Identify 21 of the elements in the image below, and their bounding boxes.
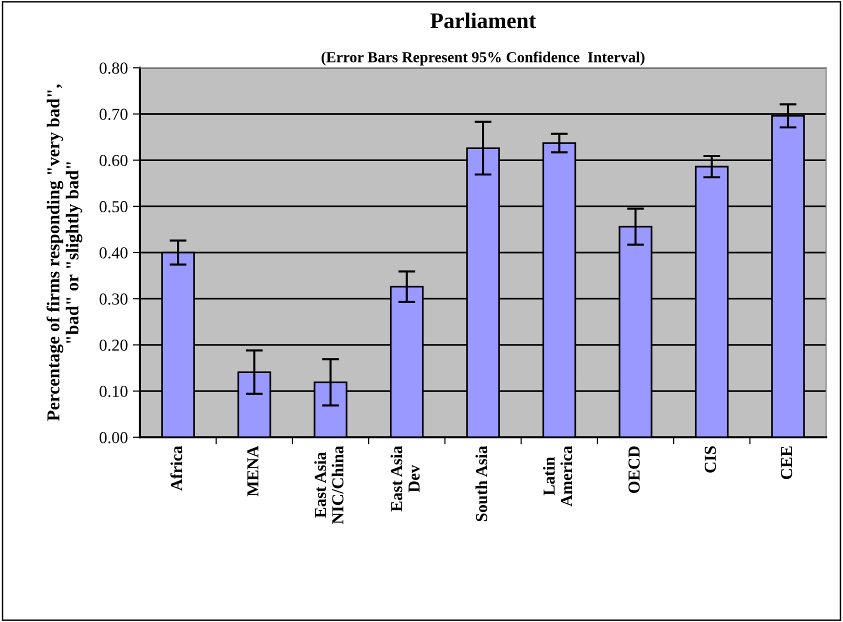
y-tick-label: 0.40 bbox=[100, 247, 128, 259]
x-tick-label: South Asia bbox=[475, 446, 488, 522]
x-tick-label: CIS bbox=[704, 446, 716, 473]
y-tick-label: 0.00 bbox=[100, 432, 128, 444]
y-tick-label: 0.50 bbox=[100, 201, 128, 212]
y-tick-label: 0.60 bbox=[100, 154, 128, 166]
chart-title: Parliament bbox=[430, 12, 536, 28]
y-tick-label: 0.80 bbox=[100, 62, 128, 74]
y-tick-label: 0.30 bbox=[100, 293, 128, 305]
x-tick-label: Latin America bbox=[543, 446, 572, 507]
y-tick-label: 0.10 bbox=[100, 386, 128, 398]
y-tick-label: 0.20 bbox=[100, 340, 128, 351]
x-tick-label: East Asia NIC/China bbox=[314, 446, 344, 524]
x-tick-label: East Asia Dev bbox=[390, 446, 420, 512]
chart-subtitle: (Error Bars Represent 95% Confidence Interval) bbox=[322, 51, 644, 66]
x-tick-label: CEE bbox=[780, 446, 792, 480]
x-tick-label: OECD bbox=[628, 446, 640, 493]
y-tick-label: 0.70 bbox=[100, 108, 128, 120]
x-tick-label: Africa bbox=[170, 446, 182, 491]
x-tick-label: MENA bbox=[247, 446, 258, 496]
y-axis-title: Percentage of firms responding "very bad", "bad" or "slightly bad" bbox=[46, 84, 82, 421]
